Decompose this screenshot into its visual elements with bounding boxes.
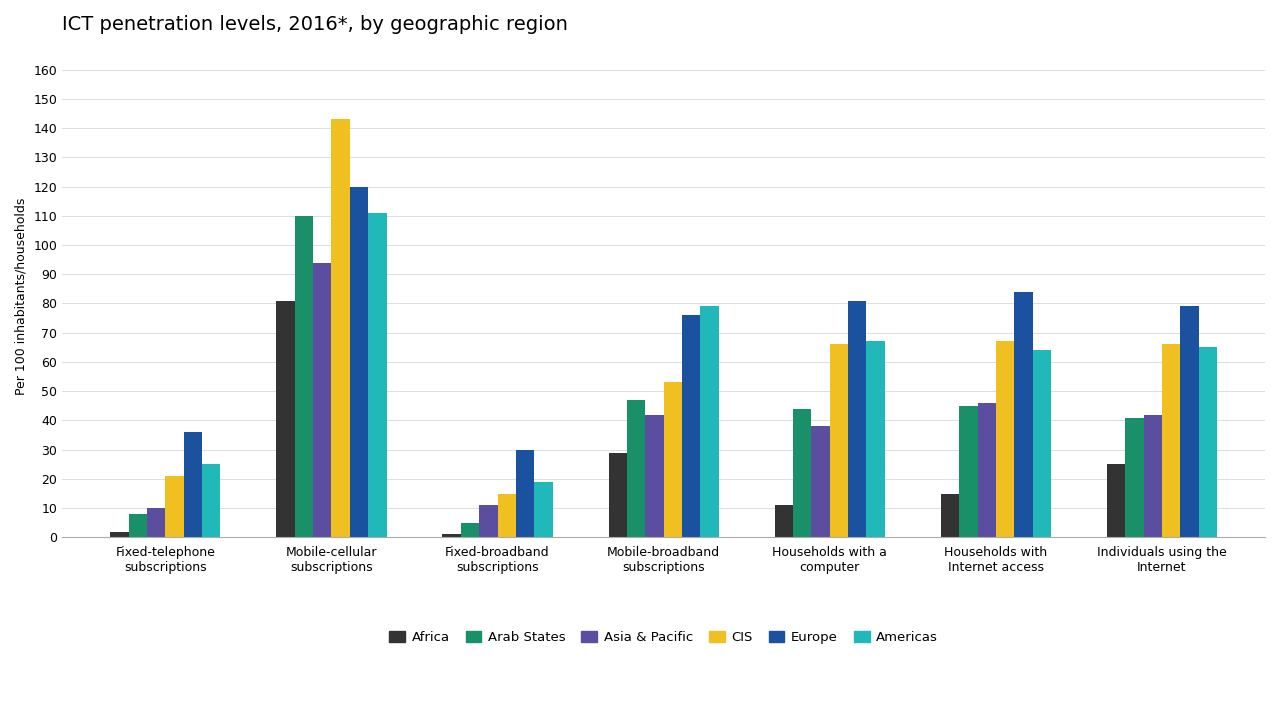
Bar [1143, 415, 1162, 537]
Bar [314, 263, 332, 537]
Bar [516, 450, 534, 537]
Bar [1198, 347, 1217, 537]
Bar [349, 186, 369, 537]
Bar [479, 505, 498, 537]
Y-axis label: Per 100 inhabitants/households: Per 100 inhabitants/households [15, 197, 28, 395]
Bar [369, 213, 387, 537]
Bar [978, 403, 996, 537]
Bar [608, 453, 627, 537]
Bar [443, 534, 461, 537]
Text: ICT penetration levels, 2016*, by geographic region: ICT penetration levels, 2016*, by geogra… [63, 15, 568, 34]
Bar [461, 523, 479, 537]
Bar [1014, 292, 1033, 537]
Bar [1162, 344, 1180, 537]
Bar [498, 493, 516, 537]
Bar [645, 415, 663, 537]
Bar [700, 307, 719, 537]
Bar [774, 505, 794, 537]
Bar [867, 341, 884, 537]
Bar [849, 300, 867, 537]
Bar [110, 531, 128, 537]
Bar [663, 382, 682, 537]
Bar [941, 493, 959, 537]
Bar [627, 400, 645, 537]
Bar [1033, 350, 1051, 537]
Bar [1180, 307, 1198, 537]
Bar [794, 409, 812, 537]
Bar [959, 406, 978, 537]
Legend: Africa, Arab States, Asia & Pacific, CIS, Europe, Americas: Africa, Arab States, Asia & Pacific, CIS… [384, 626, 943, 649]
Bar [184, 432, 202, 537]
Bar [829, 344, 849, 537]
Bar [996, 341, 1014, 537]
Bar [165, 476, 184, 537]
Bar [294, 216, 314, 537]
Bar [332, 120, 349, 537]
Bar [1107, 464, 1125, 537]
Bar [1125, 418, 1143, 537]
Bar [276, 300, 294, 537]
Bar [202, 464, 220, 537]
Bar [128, 514, 147, 537]
Bar [147, 508, 165, 537]
Bar [534, 482, 553, 537]
Bar [812, 426, 829, 537]
Bar [682, 315, 700, 537]
